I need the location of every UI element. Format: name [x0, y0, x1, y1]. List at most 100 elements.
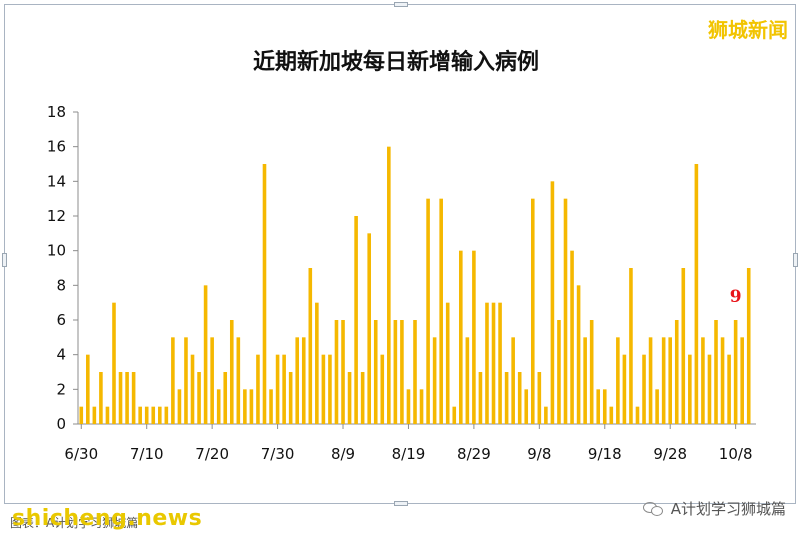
y-tick-label: 18	[47, 103, 66, 121]
bar	[733, 320, 738, 424]
bar	[674, 320, 679, 424]
bar	[714, 320, 718, 424]
bar	[125, 372, 129, 424]
bar	[105, 406, 110, 424]
bar	[655, 389, 659, 424]
bar	[511, 337, 515, 424]
y-tick-label: 12	[47, 207, 66, 225]
bar	[164, 406, 169, 424]
bar	[740, 337, 744, 424]
frame-handle-left[interactable]	[2, 253, 7, 267]
bar	[400, 320, 404, 424]
bar	[452, 406, 457, 424]
bar	[373, 320, 378, 424]
bar	[131, 372, 136, 424]
x-tick-label: 7/20	[195, 445, 229, 463]
bar	[570, 250, 574, 424]
bar	[720, 337, 725, 424]
bar	[465, 337, 470, 424]
bar	[275, 354, 280, 424]
bar-chart: 0 2 4 6 8 10 12 14 16 18 6/30 7/10 7/20 7/30 8/9 8/19 8/…	[47, 103, 756, 463]
bar	[151, 406, 156, 424]
bar	[243, 389, 247, 424]
bar	[635, 406, 640, 424]
bar	[112, 302, 116, 424]
frame-handle-bottom[interactable]	[394, 501, 408, 506]
bar	[504, 372, 509, 424]
bar	[746, 268, 751, 424]
y-tick-label: 2	[56, 380, 66, 398]
y-tick-label: 16	[47, 138, 66, 156]
bar	[629, 268, 633, 424]
bar	[190, 354, 195, 424]
bar	[550, 181, 555, 424]
bar	[301, 337, 306, 424]
bar	[203, 285, 208, 424]
x-tick-label: 7/30	[261, 445, 295, 463]
x-tick-label: 9/18	[588, 445, 622, 463]
bar	[459, 250, 463, 424]
chart-title: 近期新加坡每日新增输入病例	[252, 50, 539, 75]
bar	[229, 320, 234, 424]
chart-source: 图表：A计划学习狮城篇	[10, 516, 139, 530]
bar	[321, 354, 326, 424]
y-tick-label: 10	[47, 242, 66, 260]
bar	[118, 372, 123, 424]
bar	[354, 216, 358, 424]
bar	[616, 337, 620, 424]
bar	[648, 337, 653, 424]
bar	[609, 406, 614, 424]
x-tick-label: 8/29	[457, 445, 491, 463]
bar	[727, 354, 731, 424]
bar	[530, 198, 535, 424]
bar	[688, 354, 692, 424]
bar	[99, 372, 103, 424]
bar	[596, 389, 601, 424]
bar	[308, 268, 313, 424]
bar	[622, 354, 627, 424]
x-tick-label: 9/28	[653, 445, 687, 463]
site-watermark: shicheng.news	[12, 506, 203, 531]
bar	[661, 337, 666, 424]
bar	[642, 354, 646, 424]
bar	[269, 389, 273, 424]
bar	[419, 389, 424, 424]
x-tick-label: 9/8	[527, 445, 551, 463]
bar	[256, 354, 260, 424]
data-label: 9	[730, 287, 742, 307]
bar	[223, 372, 228, 424]
bar	[668, 337, 673, 424]
bar	[485, 302, 489, 424]
bar	[707, 354, 712, 424]
bar	[92, 406, 97, 424]
bar	[341, 320, 345, 424]
bar	[439, 198, 443, 424]
bar	[367, 233, 371, 424]
x-tick-label: 8/19	[392, 445, 426, 463]
bar	[576, 285, 581, 424]
bar	[387, 146, 391, 424]
bar	[236, 337, 241, 424]
x-tick-label: 7/10	[130, 445, 164, 463]
bar	[328, 354, 332, 424]
bar	[393, 320, 398, 424]
frame-handle-top[interactable]	[394, 2, 408, 7]
bar	[498, 302, 502, 424]
bar	[295, 337, 300, 424]
bar	[197, 372, 201, 424]
brand-logo: 狮城新闻	[708, 18, 788, 42]
bar	[478, 372, 483, 424]
bar	[472, 250, 476, 424]
bar	[589, 320, 594, 424]
bar	[315, 302, 319, 424]
y-tick-label: 8	[56, 276, 66, 294]
frame-handle-right[interactable]	[793, 253, 798, 267]
bar	[282, 354, 286, 424]
bar	[445, 302, 450, 424]
bar	[583, 337, 587, 424]
bar	[701, 337, 705, 424]
bar	[86, 354, 90, 424]
wechat-icon	[642, 500, 665, 518]
bar	[380, 354, 385, 424]
bar	[524, 389, 529, 424]
